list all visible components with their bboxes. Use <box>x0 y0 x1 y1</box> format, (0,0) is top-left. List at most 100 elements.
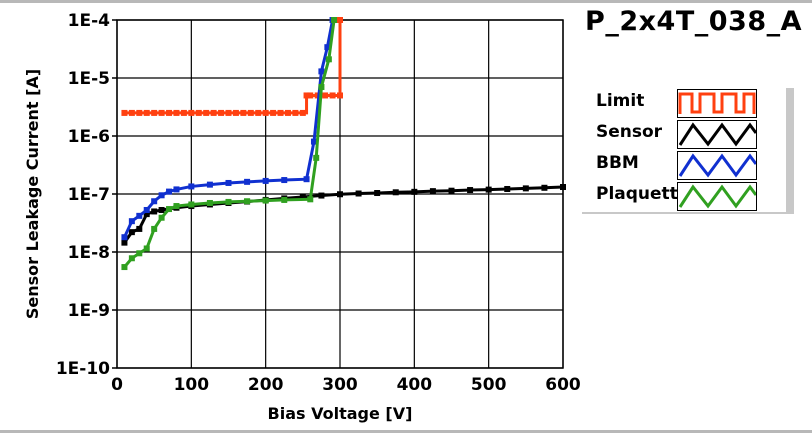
legend-item-sensor[interactable]: Sensor <box>582 119 786 149</box>
data-point-bbm <box>128 218 135 225</box>
data-point-limit <box>322 92 329 99</box>
x-axis-label: Bias Voltage [V] <box>268 404 413 423</box>
data-point-sensor <box>541 184 548 191</box>
data-point-bbm <box>310 138 317 145</box>
legend-label: Sensor <box>596 122 663 142</box>
x-tick-label: 600 <box>545 375 581 395</box>
y-tick-label: 1E-9 <box>68 301 110 321</box>
data-point-bbm <box>303 176 310 183</box>
data-point-sensor <box>121 239 128 246</box>
x-tick-label: 500 <box>471 375 507 395</box>
data-point-sensor <box>158 206 165 213</box>
data-point-plaquette <box>244 198 251 205</box>
data-point-sensor <box>485 186 492 193</box>
data-point-limit <box>210 109 217 116</box>
data-point-plaquette <box>307 196 314 203</box>
data-point-sensor <box>522 185 529 192</box>
x-tick-label: 0 <box>111 375 123 395</box>
y-tick-label: 1E-5 <box>68 69 110 89</box>
data-point-limit <box>270 109 277 116</box>
data-point-limit <box>225 109 232 116</box>
y-tick-label: 1E-7 <box>68 185 110 205</box>
data-point-bbm <box>225 179 232 186</box>
data-point-sensor <box>337 191 343 198</box>
y-tick-label: 1E-6 <box>68 127 110 147</box>
data-point-sensor <box>504 185 511 192</box>
data-point-limit <box>277 109 284 116</box>
data-point-plaquette <box>166 206 173 213</box>
data-point-bbm <box>244 178 251 185</box>
data-point-sensor <box>467 187 474 194</box>
data-point-limit <box>195 109 202 116</box>
data-point-plaquette <box>262 197 269 204</box>
data-point-sensor <box>128 229 135 236</box>
data-point-limit <box>284 109 291 116</box>
legend-item-plaquette[interactable]: Plaquette <box>582 181 786 211</box>
data-point-limit <box>337 92 343 99</box>
data-point-limit <box>262 109 269 116</box>
legend-label: Limit <box>596 91 645 111</box>
data-point-limit <box>136 109 143 116</box>
data-point-bbm <box>324 44 331 51</box>
data-point-limit <box>299 109 306 116</box>
data-point-limit <box>143 109 150 116</box>
data-point-sensor <box>429 188 436 195</box>
data-point-sensor <box>392 189 399 196</box>
data-point-limit <box>255 109 262 116</box>
x-tick-label: 300 <box>322 375 358 395</box>
data-point-limit <box>303 92 310 99</box>
series-line-sensor <box>123 185 564 244</box>
legend-label: BBM <box>596 153 639 173</box>
data-point-plaquette <box>331 17 338 23</box>
data-point-plaquette <box>151 225 158 232</box>
legend-item-limit[interactable]: Limit <box>582 88 786 118</box>
data-point-sensor <box>318 192 325 199</box>
y-tick-label: 1E-10 <box>56 359 110 379</box>
window-frame-top <box>0 0 812 3</box>
data-point-limit <box>307 92 314 99</box>
data-point-sensor <box>355 190 362 197</box>
data-point-bbm <box>151 198 158 205</box>
data-point-bbm <box>143 206 150 213</box>
y-axis-label: Sensor Leakage Current [A] <box>23 69 42 319</box>
data-point-limit <box>337 17 343 23</box>
data-point-plaquette <box>143 245 150 252</box>
triangle-wave-icon <box>677 151 757 180</box>
data-point-limit <box>232 109 239 116</box>
data-point-sensor <box>299 193 306 200</box>
series-line-limit <box>124 20 342 115</box>
x-tick-label: 100 <box>174 375 210 395</box>
data-point-bbm <box>121 234 128 241</box>
data-point-bbm <box>262 177 269 184</box>
data-point-limit <box>188 109 195 116</box>
x-tick-label: 400 <box>397 375 433 395</box>
x-tick-label: 200 <box>248 375 284 395</box>
data-point-plaquette <box>128 255 135 262</box>
data-point-sensor <box>136 225 143 232</box>
data-point-bbm <box>136 212 143 219</box>
data-point-limit <box>180 109 187 116</box>
data-point-plaquette <box>313 154 320 161</box>
chart-title: P_2x4T_038_A <box>585 6 802 37</box>
data-point-bbm <box>188 183 195 190</box>
data-point-plaquette <box>281 196 288 203</box>
plot-legend[interactable]: Limit Sensor BBM Plaquette <box>582 88 794 214</box>
data-point-bbm <box>281 177 288 184</box>
data-point-bbm <box>206 181 213 188</box>
triangle-wave-icon <box>677 120 757 149</box>
data-point-plaquette <box>225 198 232 205</box>
data-point-sensor <box>143 211 150 218</box>
legend-label: Plaquette <box>596 184 690 204</box>
data-point-limit <box>158 109 165 116</box>
y-tick-label: 1E-4 <box>68 11 110 31</box>
legend-item-bbm[interactable]: BBM <box>582 150 786 180</box>
data-point-plaquette <box>188 201 195 208</box>
data-point-limit <box>292 109 299 116</box>
data-point-limit <box>121 109 128 116</box>
data-point-bbm <box>158 192 165 199</box>
data-point-limit <box>173 109 180 116</box>
data-point-limit <box>151 109 158 116</box>
data-point-sensor <box>411 188 418 195</box>
data-point-bbm <box>173 186 180 193</box>
